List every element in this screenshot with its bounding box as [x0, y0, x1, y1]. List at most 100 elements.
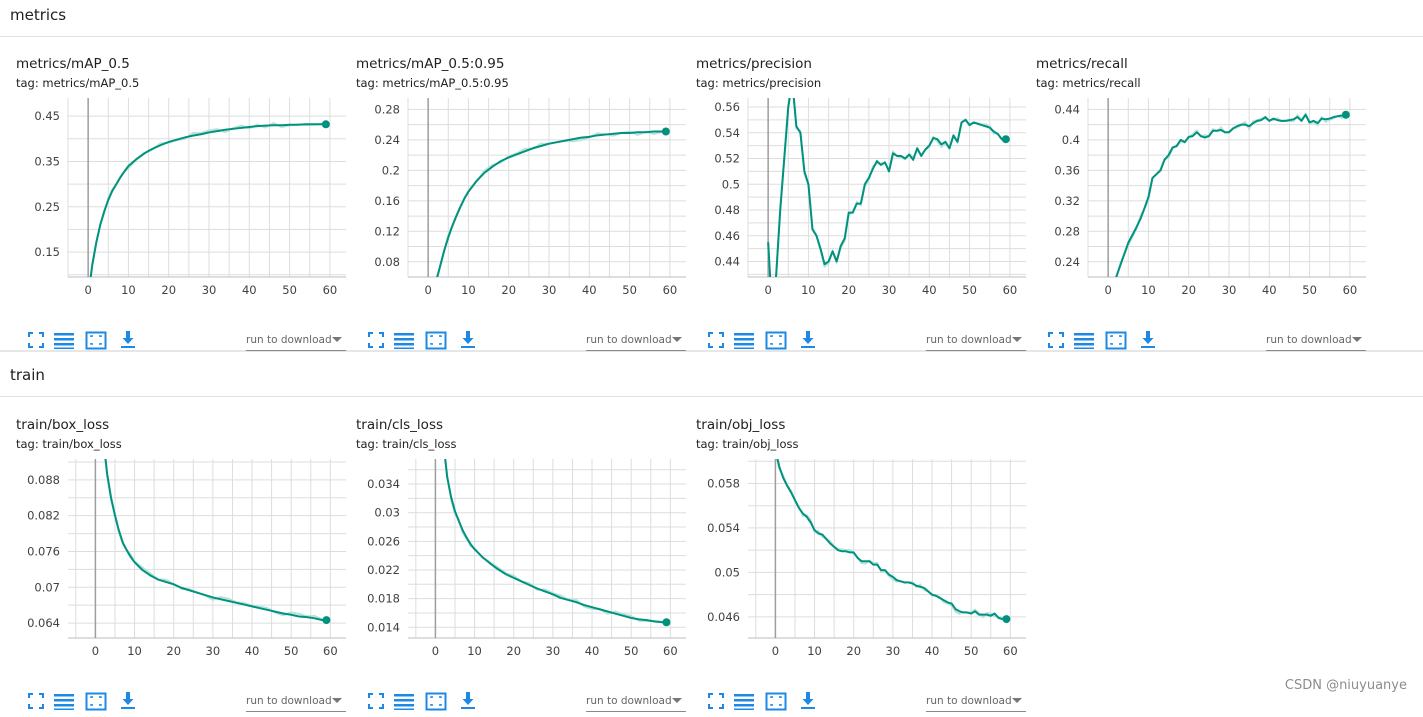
- x-tick-label: 10: [461, 283, 476, 297]
- run-to-download-select[interactable]: run to download: [246, 692, 346, 712]
- fit-domain-icon[interactable]: [764, 328, 788, 352]
- series-line: [776, 459, 1007, 621]
- section-title: metrics: [10, 6, 67, 24]
- chart-tag: tag: train/box_loss: [16, 437, 122, 451]
- y-tick-label: 0.034: [367, 477, 400, 491]
- y-tick-label: 0.44: [714, 255, 740, 269]
- last-point-marker[interactable]: [1002, 615, 1011, 624]
- chart-toolbar: run to download: [696, 328, 1026, 352]
- chart-plot[interactable]: 0.046 0.05 0.054 0.058 0 10 20 30 40 50 60: [680, 447, 1026, 665]
- x-tick-label: 10: [801, 283, 816, 297]
- chart-plot[interactable]: 0.064 0.07 0.076 0.082 0.088 0 10 20 30 40 50 60: [0, 447, 346, 665]
- x-tick-label: 30: [1222, 283, 1237, 297]
- fullscreen-icon[interactable]: [704, 689, 728, 713]
- download-icon[interactable]: [796, 328, 820, 352]
- series-line: [436, 130, 666, 277]
- x-tick-label: 20: [846, 644, 861, 658]
- x-tick-label: 40: [242, 283, 257, 297]
- x-tick-label: 0: [424, 283, 431, 297]
- x-tick-label: 0: [84, 283, 91, 297]
- y-tick-label: 0.03: [374, 506, 400, 520]
- download-icon[interactable]: [456, 328, 480, 352]
- series-line: [1115, 113, 1347, 277]
- fullscreen-icon[interactable]: [24, 689, 48, 713]
- y-tick-label: 0.28: [1054, 224, 1080, 238]
- fit-domain-icon[interactable]: [424, 689, 448, 713]
- chart-plot[interactable]: 0.08 0.12 0.16 0.2 0.24 0.28 0 10 20 30 40 50 60: [340, 86, 686, 304]
- toggle-log-scale-icon[interactable]: [392, 689, 416, 713]
- section-divider: [0, 350, 1423, 352]
- y-tick-label: 0.12: [374, 224, 400, 238]
- toggle-log-scale-icon[interactable]: [1072, 328, 1096, 352]
- chart-plot[interactable]: 0.44 0.46 0.48 0.5 0.52 0.54 0.56 0 10 20 30 40 50 60: [680, 86, 1026, 304]
- fit-domain-icon[interactable]: [1104, 328, 1128, 352]
- chart-plot[interactable]: 0.15 0.25 0.35 0.45 0 10 20 30 40 50 60: [0, 86, 346, 304]
- chart-toolbar: run to download: [16, 689, 346, 713]
- x-tick-label: 60: [663, 644, 678, 658]
- y-tick-label: 0.46: [714, 229, 740, 243]
- x-tick-label: 60: [1003, 283, 1018, 297]
- x-tick-label: 30: [206, 644, 221, 658]
- chart-plot[interactable]: 0.014 0.018 0.022 0.026 0.03 0.034 0 10 20 30 40 50…: [340, 447, 686, 665]
- run-to-download-select[interactable]: run to download: [926, 692, 1026, 712]
- last-point-marker[interactable]: [1001, 135, 1010, 144]
- run-to-download-select[interactable]: run to download: [246, 331, 346, 351]
- last-point-marker[interactable]: [322, 616, 331, 625]
- series-group: [444, 459, 667, 624]
- last-point-marker[interactable]: [321, 120, 330, 129]
- download-icon[interactable]: [456, 689, 480, 713]
- section-header-metrics[interactable]: metrics: [0, 0, 1423, 37]
- x-tick-label: 40: [922, 283, 937, 297]
- select-placeholder: run to download: [1266, 334, 1352, 346]
- fit-domain-icon[interactable]: [84, 328, 108, 352]
- toggle-log-scale-icon[interactable]: [732, 328, 756, 352]
- x-tick-label: 20: [166, 644, 181, 658]
- x-tick-label: 30: [546, 644, 561, 658]
- fullscreen-icon[interactable]: [24, 328, 48, 352]
- download-icon[interactable]: [116, 328, 140, 352]
- x-tick-label: 10: [127, 644, 142, 658]
- raw-series-line: [775, 459, 1007, 620]
- toggle-log-scale-icon[interactable]: [732, 689, 756, 713]
- run-to-download-select[interactable]: run to download: [586, 331, 686, 351]
- y-tick-label: 0.046: [707, 610, 740, 624]
- run-to-download-select[interactable]: run to download: [1266, 331, 1366, 351]
- toggle-log-scale-icon[interactable]: [392, 328, 416, 352]
- x-tick-label: 20: [841, 283, 856, 297]
- section-header-train[interactable]: train: [0, 352, 1423, 397]
- download-icon[interactable]: [116, 689, 140, 713]
- y-tick-label: 0.36: [1054, 163, 1080, 177]
- fullscreen-icon[interactable]: [704, 328, 728, 352]
- fullscreen-icon[interactable]: [364, 689, 388, 713]
- series-line: [444, 459, 667, 624]
- toggle-log-scale-icon[interactable]: [52, 328, 76, 352]
- raw-series-line: [767, 98, 1007, 277]
- chart-card-map0595: metrics/mAP_0.5:0.95 tag: metrics/mAP_0.5…: [340, 56, 686, 356]
- last-point-marker[interactable]: [661, 127, 670, 136]
- y-tick-label: 0.088: [27, 473, 60, 487]
- fullscreen-icon[interactable]: [364, 328, 388, 352]
- fit-domain-icon[interactable]: [84, 689, 108, 713]
- x-tick-label: 60: [663, 283, 678, 297]
- toggle-log-scale-icon[interactable]: [52, 689, 76, 713]
- run-to-download-select[interactable]: run to download: [586, 692, 686, 712]
- last-point-marker[interactable]: [1341, 110, 1350, 119]
- y-tick-label: 0.16: [374, 194, 400, 208]
- last-point-marker[interactable]: [662, 618, 671, 627]
- download-icon[interactable]: [1136, 328, 1160, 352]
- y-tick-label: 0.48: [714, 203, 740, 217]
- chevron-down-icon: [672, 337, 682, 342]
- series-line: [89, 123, 326, 277]
- x-tick-label: 40: [925, 644, 940, 658]
- fit-domain-icon[interactable]: [424, 328, 448, 352]
- select-placeholder: run to download: [926, 695, 1012, 707]
- fit-domain-icon[interactable]: [764, 689, 788, 713]
- download-icon[interactable]: [796, 689, 820, 713]
- x-tick-label: 30: [882, 283, 897, 297]
- fullscreen-icon[interactable]: [1044, 328, 1068, 352]
- run-to-download-select[interactable]: run to download: [926, 331, 1026, 351]
- chart-plot[interactable]: 0.24 0.28 0.32 0.36 0.4 0.44 0 10 20 30 40 50 60: [1020, 86, 1366, 304]
- y-tick-label: 0.5: [722, 177, 740, 191]
- x-tick-label: 50: [284, 644, 299, 658]
- chart-toolbar: run to download: [1036, 328, 1366, 352]
